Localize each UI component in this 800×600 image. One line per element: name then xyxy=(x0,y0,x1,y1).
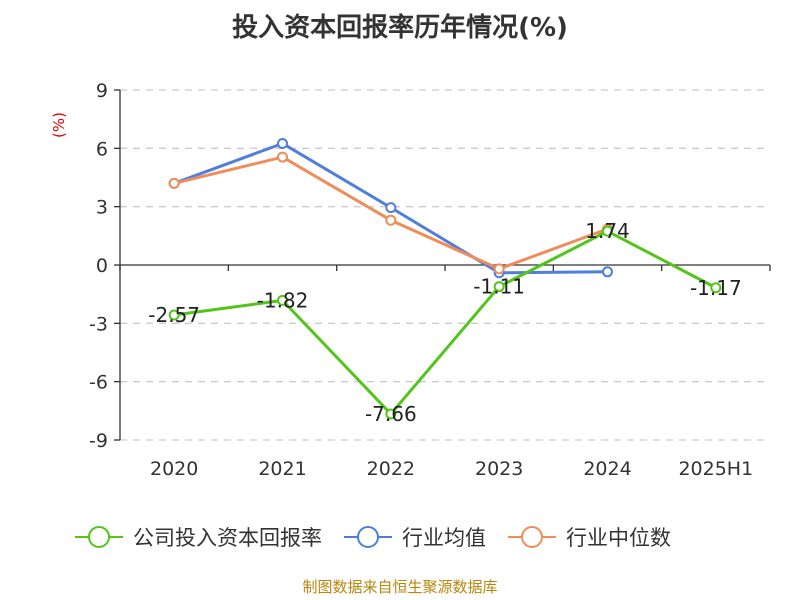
data-point xyxy=(277,137,288,149)
x-tick-label: 2020 xyxy=(150,458,198,480)
data-point xyxy=(385,214,397,226)
data-point xyxy=(277,151,288,163)
y-tick-label: -9 xyxy=(89,430,108,452)
data-label: -2.57 xyxy=(148,303,200,327)
y-tick-label: 3 xyxy=(96,197,108,219)
x-tick-label: 2024 xyxy=(583,458,631,480)
data-label: -1.11 xyxy=(473,275,525,299)
chart-title: 投入资本回报率历年情况(%) xyxy=(232,12,568,43)
data-label: 1.74 xyxy=(585,219,630,243)
data-point xyxy=(602,225,613,237)
legend-label: 行业均值 xyxy=(402,526,486,550)
data-point xyxy=(710,282,722,294)
label-layer: -2.57 -1.82 -7.66 -1.11 1.74 -1.17 xyxy=(148,219,741,426)
grid-layer xyxy=(120,89,770,441)
series-line xyxy=(173,229,717,416)
y-tick-label: -3 xyxy=(89,313,108,335)
legend-marker xyxy=(88,526,110,548)
data-point xyxy=(385,202,397,214)
data-point xyxy=(493,263,505,275)
legend-label: 行业中位数 xyxy=(566,526,671,550)
axis-layer: 9 6 3 0 -3 -6 -9 2020 2021 2022 2023 2024 2025H1 xyxy=(89,80,771,480)
data-label: -7.66 xyxy=(365,402,417,426)
data-point xyxy=(493,281,505,293)
y-axis-unit: (%) xyxy=(50,112,68,138)
legend: 公司投入资本回报率 行业均值 行业中位数 xyxy=(75,526,671,550)
source-note: 制图数据来自恒生聚源数据库 xyxy=(302,578,497,596)
data-point xyxy=(385,408,397,420)
y-tick-label: 6 xyxy=(96,138,108,160)
y-tick-label: 9 xyxy=(96,80,108,102)
data-point xyxy=(602,266,613,278)
y-tick-label: 0 xyxy=(96,255,108,277)
legend-label: 公司投入资本回报率 xyxy=(133,526,322,550)
data-label: -1.17 xyxy=(690,276,742,300)
series-layer xyxy=(168,137,722,420)
data-label: -1.82 xyxy=(257,288,309,312)
data-point xyxy=(277,294,288,306)
x-tick-label: 2025H1 xyxy=(678,458,753,480)
data-point xyxy=(168,309,180,321)
legend-marker xyxy=(357,526,379,548)
legend-marker xyxy=(521,526,543,548)
y-tick-label: -6 xyxy=(89,372,108,394)
x-tick-label: 2023 xyxy=(475,458,523,480)
data-point xyxy=(168,177,180,189)
x-tick-label: 2021 xyxy=(258,458,306,480)
x-tick-label: 2022 xyxy=(367,458,415,480)
